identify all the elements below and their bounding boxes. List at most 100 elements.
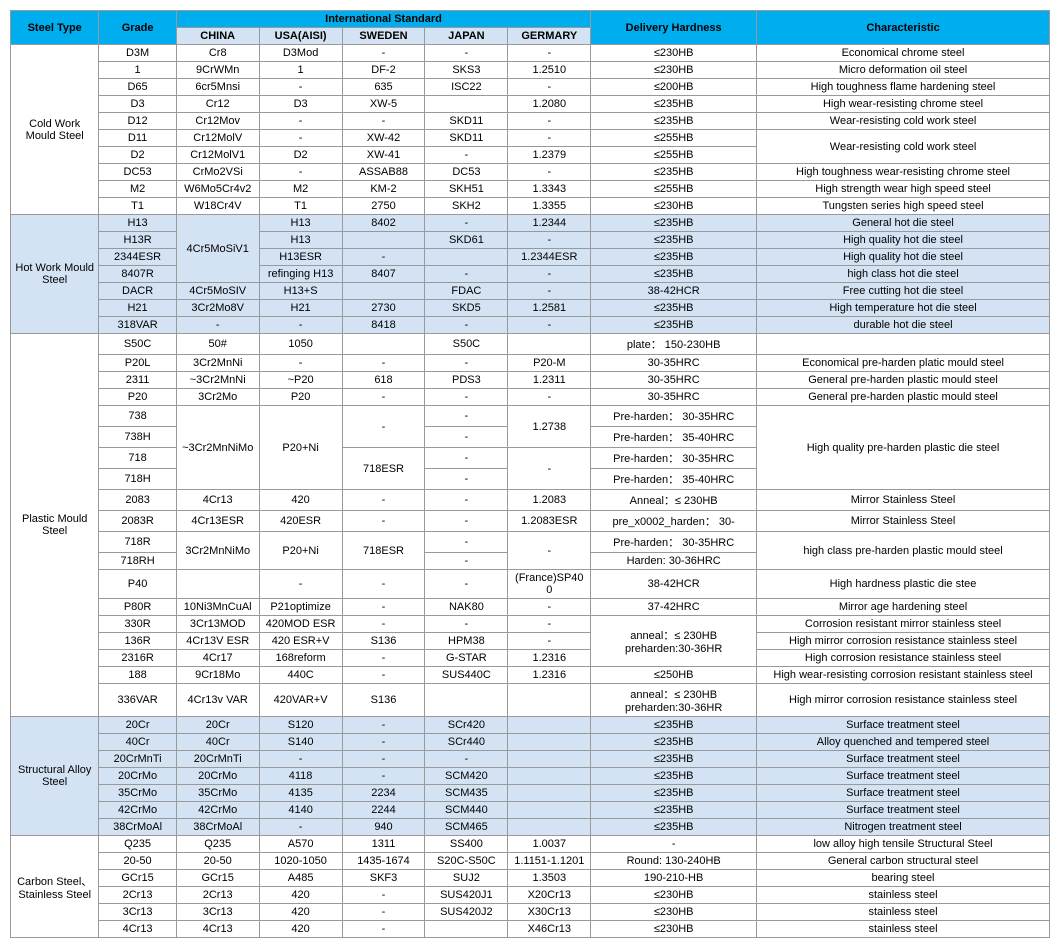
table-cell	[508, 819, 591, 836]
table-cell: ≤235HB	[591, 300, 757, 317]
table-cell: ≤235HB	[591, 802, 757, 819]
table-cell: 1.2083ESR	[508, 511, 591, 532]
table-cell: -	[342, 113, 425, 130]
table-cell: ≤235HB	[591, 734, 757, 751]
table-cell: 1.2510	[508, 62, 591, 79]
table-cell: 420	[259, 904, 342, 921]
table-cell: Pre-harden： 35-40HRC	[591, 427, 757, 448]
table-cell: KM-2	[342, 181, 425, 198]
table-cell: -	[425, 570, 508, 599]
table-cell: SCM440	[425, 802, 508, 819]
table-cell: X46Cr13	[508, 921, 591, 938]
table-cell: 420ESR	[259, 511, 342, 532]
table-cell: General carbon structural steel	[757, 853, 1050, 870]
table-row: Hot Work Mould SteelH134Cr5MoSiV1H138402…	[11, 215, 1050, 232]
table-row: 336VAR4Cr13v VAR420VAR+VS136anneal：≤ 230…	[11, 684, 1050, 717]
table-cell: P21optimize	[259, 599, 342, 616]
table-row: P20L3Cr2MnNi---P20-M30-35HRCEconomical p…	[11, 355, 1050, 372]
table-cell: D3M	[99, 45, 176, 62]
table-cell: ≤230HB	[591, 62, 757, 79]
table-cell	[425, 96, 508, 113]
table-cell: Surface treatment steel	[757, 717, 1050, 734]
table-row: 330R3Cr13MOD420MOD ESR---anneal：≤ 230HB …	[11, 616, 1050, 633]
table-cell: Cr12Mov	[176, 113, 259, 130]
table-cell: 738H	[99, 427, 176, 448]
table-cell: SUS420J1	[425, 887, 508, 904]
table-cell: High strength wear high speed steel	[757, 181, 1050, 198]
table-cell: 1050	[259, 334, 342, 355]
table-row: 19CrWMn1DF-2SKS31.2510≤230HBMicro deform…	[11, 62, 1050, 79]
col-sweden: SWEDEN	[342, 28, 425, 45]
table-cell: -	[425, 355, 508, 372]
table-cell: 1311	[342, 836, 425, 853]
table-cell: ≤235HB	[591, 785, 757, 802]
table-cell: -	[425, 266, 508, 283]
table-cell: -	[342, 734, 425, 751]
table-cell: Round: 130-240HB	[591, 853, 757, 870]
steel-type-cell: Carbon Steel、Stainless Steel	[11, 836, 99, 938]
table-cell: -	[342, 768, 425, 785]
table-cell: X30Cr13	[508, 904, 591, 921]
table-cell: 2Cr13	[176, 887, 259, 904]
table-cell: -	[342, 667, 425, 684]
table-cell: 37-42HRC	[591, 599, 757, 616]
table-cell: XW-42	[342, 130, 425, 147]
table-cell: Pre-harden： 30-35HRC	[591, 532, 757, 553]
table-cell: 3Cr2MnNiMo	[176, 532, 259, 570]
table-cell: 635	[342, 79, 425, 96]
table-row: 20CrMo20CrMo4118-SCM420≤235HBSurface tre…	[11, 768, 1050, 785]
table-cell: 1.2080	[508, 96, 591, 113]
table-cell: 30-35HRC	[591, 389, 757, 406]
table-row: GCr15GCr15A485SKF3SUJ21.3503190-210-HBbe…	[11, 870, 1050, 887]
table-cell: D2	[99, 147, 176, 164]
table-cell: 2750	[342, 198, 425, 215]
table-row: 738~3Cr2MnNiMoP20+Ni--1.2738Pre-harden： …	[11, 406, 1050, 427]
table-cell: ≤235HB	[591, 266, 757, 283]
table-cell: SCM420	[425, 768, 508, 785]
table-row: 3Cr133Cr13420-SUS420J2X30Cr13≤230HBstain…	[11, 904, 1050, 921]
table-row: 718R3Cr2MnNiMoP20+Ni718ESR--Pre-harden： …	[11, 532, 1050, 553]
table-row: Cold Work Mould SteelD3MCr8D3Mod---≤230H…	[11, 45, 1050, 62]
table-cell: Mirror Stainless Steel	[757, 511, 1050, 532]
table-row: 20-5020-501020-10501435-1674S20C-S50C1.1…	[11, 853, 1050, 870]
table-cell: 8402	[342, 215, 425, 232]
col-hardness: Delivery Hardness	[591, 11, 757, 45]
table-cell: -	[425, 553, 508, 570]
table-body: Cold Work Mould SteelD3MCr8D3Mod---≤230H…	[11, 45, 1050, 938]
table-cell: -	[508, 389, 591, 406]
table-cell: ≤235HB	[591, 113, 757, 130]
table-cell	[425, 921, 508, 938]
table-cell: 1.3343	[508, 181, 591, 198]
steel-type-cell: Structural Alloy Steel	[11, 717, 99, 836]
table-cell: General hot die steel	[757, 215, 1050, 232]
table-cell: ~3Cr2MnNi	[176, 372, 259, 389]
table-cell: 330R	[99, 616, 176, 633]
table-cell: D65	[99, 79, 176, 96]
table-cell: 10Ni3MnCuAl	[176, 599, 259, 616]
table-cell: DC53	[99, 164, 176, 181]
table-cell: -	[508, 164, 591, 181]
table-cell: 420	[259, 490, 342, 511]
table-cell: 420VAR+V	[259, 684, 342, 717]
table-cell: 420 ESR+V	[259, 633, 342, 650]
table-cell: 20Cr	[176, 717, 259, 734]
table-row: T1W18Cr4VT12750SKH21.3355≤230HBTungsten …	[11, 198, 1050, 215]
table-cell: -	[259, 819, 342, 836]
table-cell: 1.2311	[508, 372, 591, 389]
table-cell: -	[342, 490, 425, 511]
table-row: 2083R4Cr13ESR420ESR--1.2083ESRpre_x0002_…	[11, 511, 1050, 532]
table-cell: -	[259, 570, 342, 599]
table-row: 1889Cr18Mo440C-SUS440C1.2316≤250HBHigh w…	[11, 667, 1050, 684]
table-row: DACR4Cr5MoSIVH13+SFDAC-38-42HCRFree cutt…	[11, 283, 1050, 300]
table-row: 38CrMoAl38CrMoAl-940SCM465≤235HBNitrogen…	[11, 819, 1050, 836]
col-germany: GERMARY	[508, 28, 591, 45]
table-cell: 718ESR	[342, 532, 425, 570]
table-cell: Harden: 30-36HRC	[591, 553, 757, 570]
table-cell: G-STAR	[425, 650, 508, 667]
table-cell: SUS420J2	[425, 904, 508, 921]
table-cell: 336VAR	[99, 684, 176, 717]
table-cell: D2	[259, 147, 342, 164]
table-cell: 318VAR	[99, 317, 176, 334]
table-cell: DC53	[425, 164, 508, 181]
table-cell: Mirror Stainless Steel	[757, 490, 1050, 511]
